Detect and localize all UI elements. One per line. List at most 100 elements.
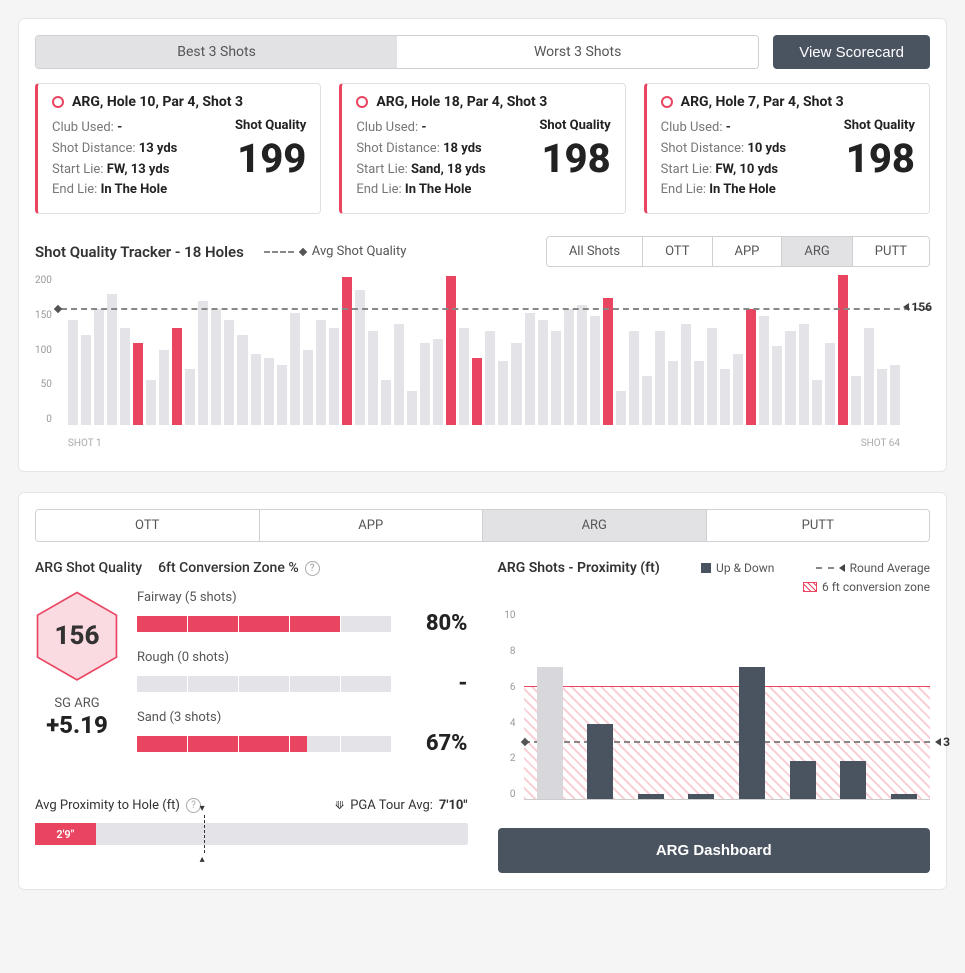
- bar: [707, 328, 717, 426]
- bar: [616, 391, 626, 425]
- bar: [81, 335, 91, 425]
- bar: [733, 354, 743, 425]
- tracker-title: Shot Quality Tracker - 18 Holes: [35, 243, 244, 261]
- bar: [498, 361, 508, 425]
- quality-hex: 156: [35, 590, 119, 682]
- x-end: SHOT 64: [861, 438, 900, 449]
- pga-label: PGA Tour Avg:: [350, 798, 433, 813]
- filter-tab-app[interactable]: APP: [713, 237, 783, 266]
- x-start: SHOT 1: [68, 438, 102, 449]
- prox-bar: [739, 667, 765, 799]
- shot-tabs: Best 3 Shots Worst 3 Shots: [35, 35, 759, 69]
- tracker-filter-tabs: All ShotsOTTAPPARGPUTT: [546, 236, 930, 267]
- bar: [603, 298, 613, 426]
- conversion-row: Sand (3 shots) 67%: [137, 710, 468, 756]
- bar: [759, 316, 769, 425]
- bar: [68, 320, 78, 425]
- legend-conv-zone: 6 ft conversion zone: [803, 580, 930, 594]
- target-icon: [356, 96, 368, 108]
- bar: [329, 328, 339, 426]
- sg-value: +5.19: [46, 711, 108, 739]
- target-icon: [52, 96, 64, 108]
- conversion-row: Fairway (5 shots) 80%: [137, 590, 468, 636]
- arg-panel: OTTAPPARGPUTT ARG Shot Quality 6ft Conve…: [18, 492, 947, 890]
- tab-best-shots[interactable]: Best 3 Shots: [36, 36, 397, 68]
- filter-tab-arg[interactable]: ARG: [782, 237, 852, 266]
- prox-chart-title: ARG Shots - Proximity (ft): [498, 560, 660, 576]
- bar: [381, 380, 391, 425]
- bar: [290, 313, 300, 426]
- bar: [472, 358, 482, 426]
- bar: [720, 369, 730, 425]
- bar: [107, 294, 117, 425]
- shot-card: ARG, Hole 7, Par 4, Shot 3 Club Used: - …: [644, 83, 930, 214]
- section-tab-arg[interactable]: ARG: [483, 510, 707, 541]
- prox-bar: [840, 761, 866, 799]
- prox-bar: [638, 794, 664, 800]
- target-icon: [661, 96, 673, 108]
- bar: [185, 369, 195, 425]
- bar: [668, 361, 678, 425]
- bar: [772, 346, 782, 425]
- bar: [785, 331, 795, 425]
- prox-bar: [790, 761, 816, 799]
- bar: [264, 358, 274, 426]
- bar: [851, 376, 861, 425]
- bar: [133, 343, 143, 426]
- section-tab-app[interactable]: APP: [260, 510, 484, 541]
- section-tab-ott[interactable]: OTT: [36, 510, 260, 541]
- arg-dashboard-button[interactable]: ARG Dashboard: [498, 828, 931, 873]
- bar: [394, 324, 404, 425]
- avg-prox-label: Avg Proximity to Hole (ft): [35, 798, 180, 813]
- filter-tab-ott[interactable]: OTT: [643, 237, 712, 266]
- bar: [694, 361, 704, 425]
- bar: [146, 380, 156, 425]
- bar: [172, 328, 182, 426]
- bar: [746, 309, 756, 425]
- bar: [551, 331, 561, 425]
- bar: [316, 320, 326, 425]
- legend-round-avg: Round Average: [816, 561, 930, 575]
- bar: [838, 275, 848, 425]
- prox-bar: [587, 724, 613, 800]
- bar: [825, 343, 835, 426]
- bar: [211, 309, 221, 425]
- bar: [629, 331, 639, 425]
- bar: [655, 331, 665, 425]
- bar: [864, 328, 874, 426]
- bar: [485, 331, 495, 425]
- bar: [94, 309, 104, 425]
- bar: [368, 331, 378, 425]
- arg-quality-label: ARG Shot Quality: [35, 560, 142, 576]
- bar: [877, 369, 887, 425]
- bar: [511, 343, 521, 426]
- section-tab-putt[interactable]: PUTT: [707, 510, 930, 541]
- shot-card: ARG, Hole 10, Par 4, Shot 3 Club Used: -…: [35, 83, 321, 214]
- bar: [890, 365, 900, 425]
- avg-prox-bar: 2'9": [35, 823, 468, 845]
- bar: [459, 328, 469, 426]
- bar: [224, 320, 234, 425]
- bar: [303, 350, 313, 425]
- bar: [538, 320, 548, 425]
- bar: [433, 339, 443, 425]
- bar: [420, 343, 430, 426]
- prox-bar: [688, 794, 714, 800]
- tab-worst-shots[interactable]: Worst 3 Shots: [397, 36, 758, 68]
- conversion-row: Rough (0 shots) -: [137, 650, 468, 696]
- proximity-chart: 1086420 3: [498, 610, 931, 810]
- bar: [812, 380, 822, 425]
- shots-panel: Best 3 Shots Worst 3 Shots View Scorecar…: [18, 18, 947, 472]
- shot-quality-chart: 200150100500 156 SHOT 1 SHOT 64: [35, 275, 930, 455]
- bar: [198, 301, 208, 425]
- filter-tab-all-shots[interactable]: All Shots: [547, 237, 643, 266]
- bar: [355, 290, 365, 425]
- section-tabs: OTTAPPARGPUTT: [35, 509, 930, 542]
- bar: [681, 324, 691, 425]
- view-scorecard-button[interactable]: View Scorecard: [773, 35, 930, 69]
- bar: [251, 354, 261, 425]
- help-icon[interactable]: ?: [305, 561, 320, 576]
- legend-avg-shot-quality: Avg Shot Quality: [264, 244, 407, 259]
- bar: [590, 316, 600, 425]
- filter-tab-putt[interactable]: PUTT: [853, 237, 929, 266]
